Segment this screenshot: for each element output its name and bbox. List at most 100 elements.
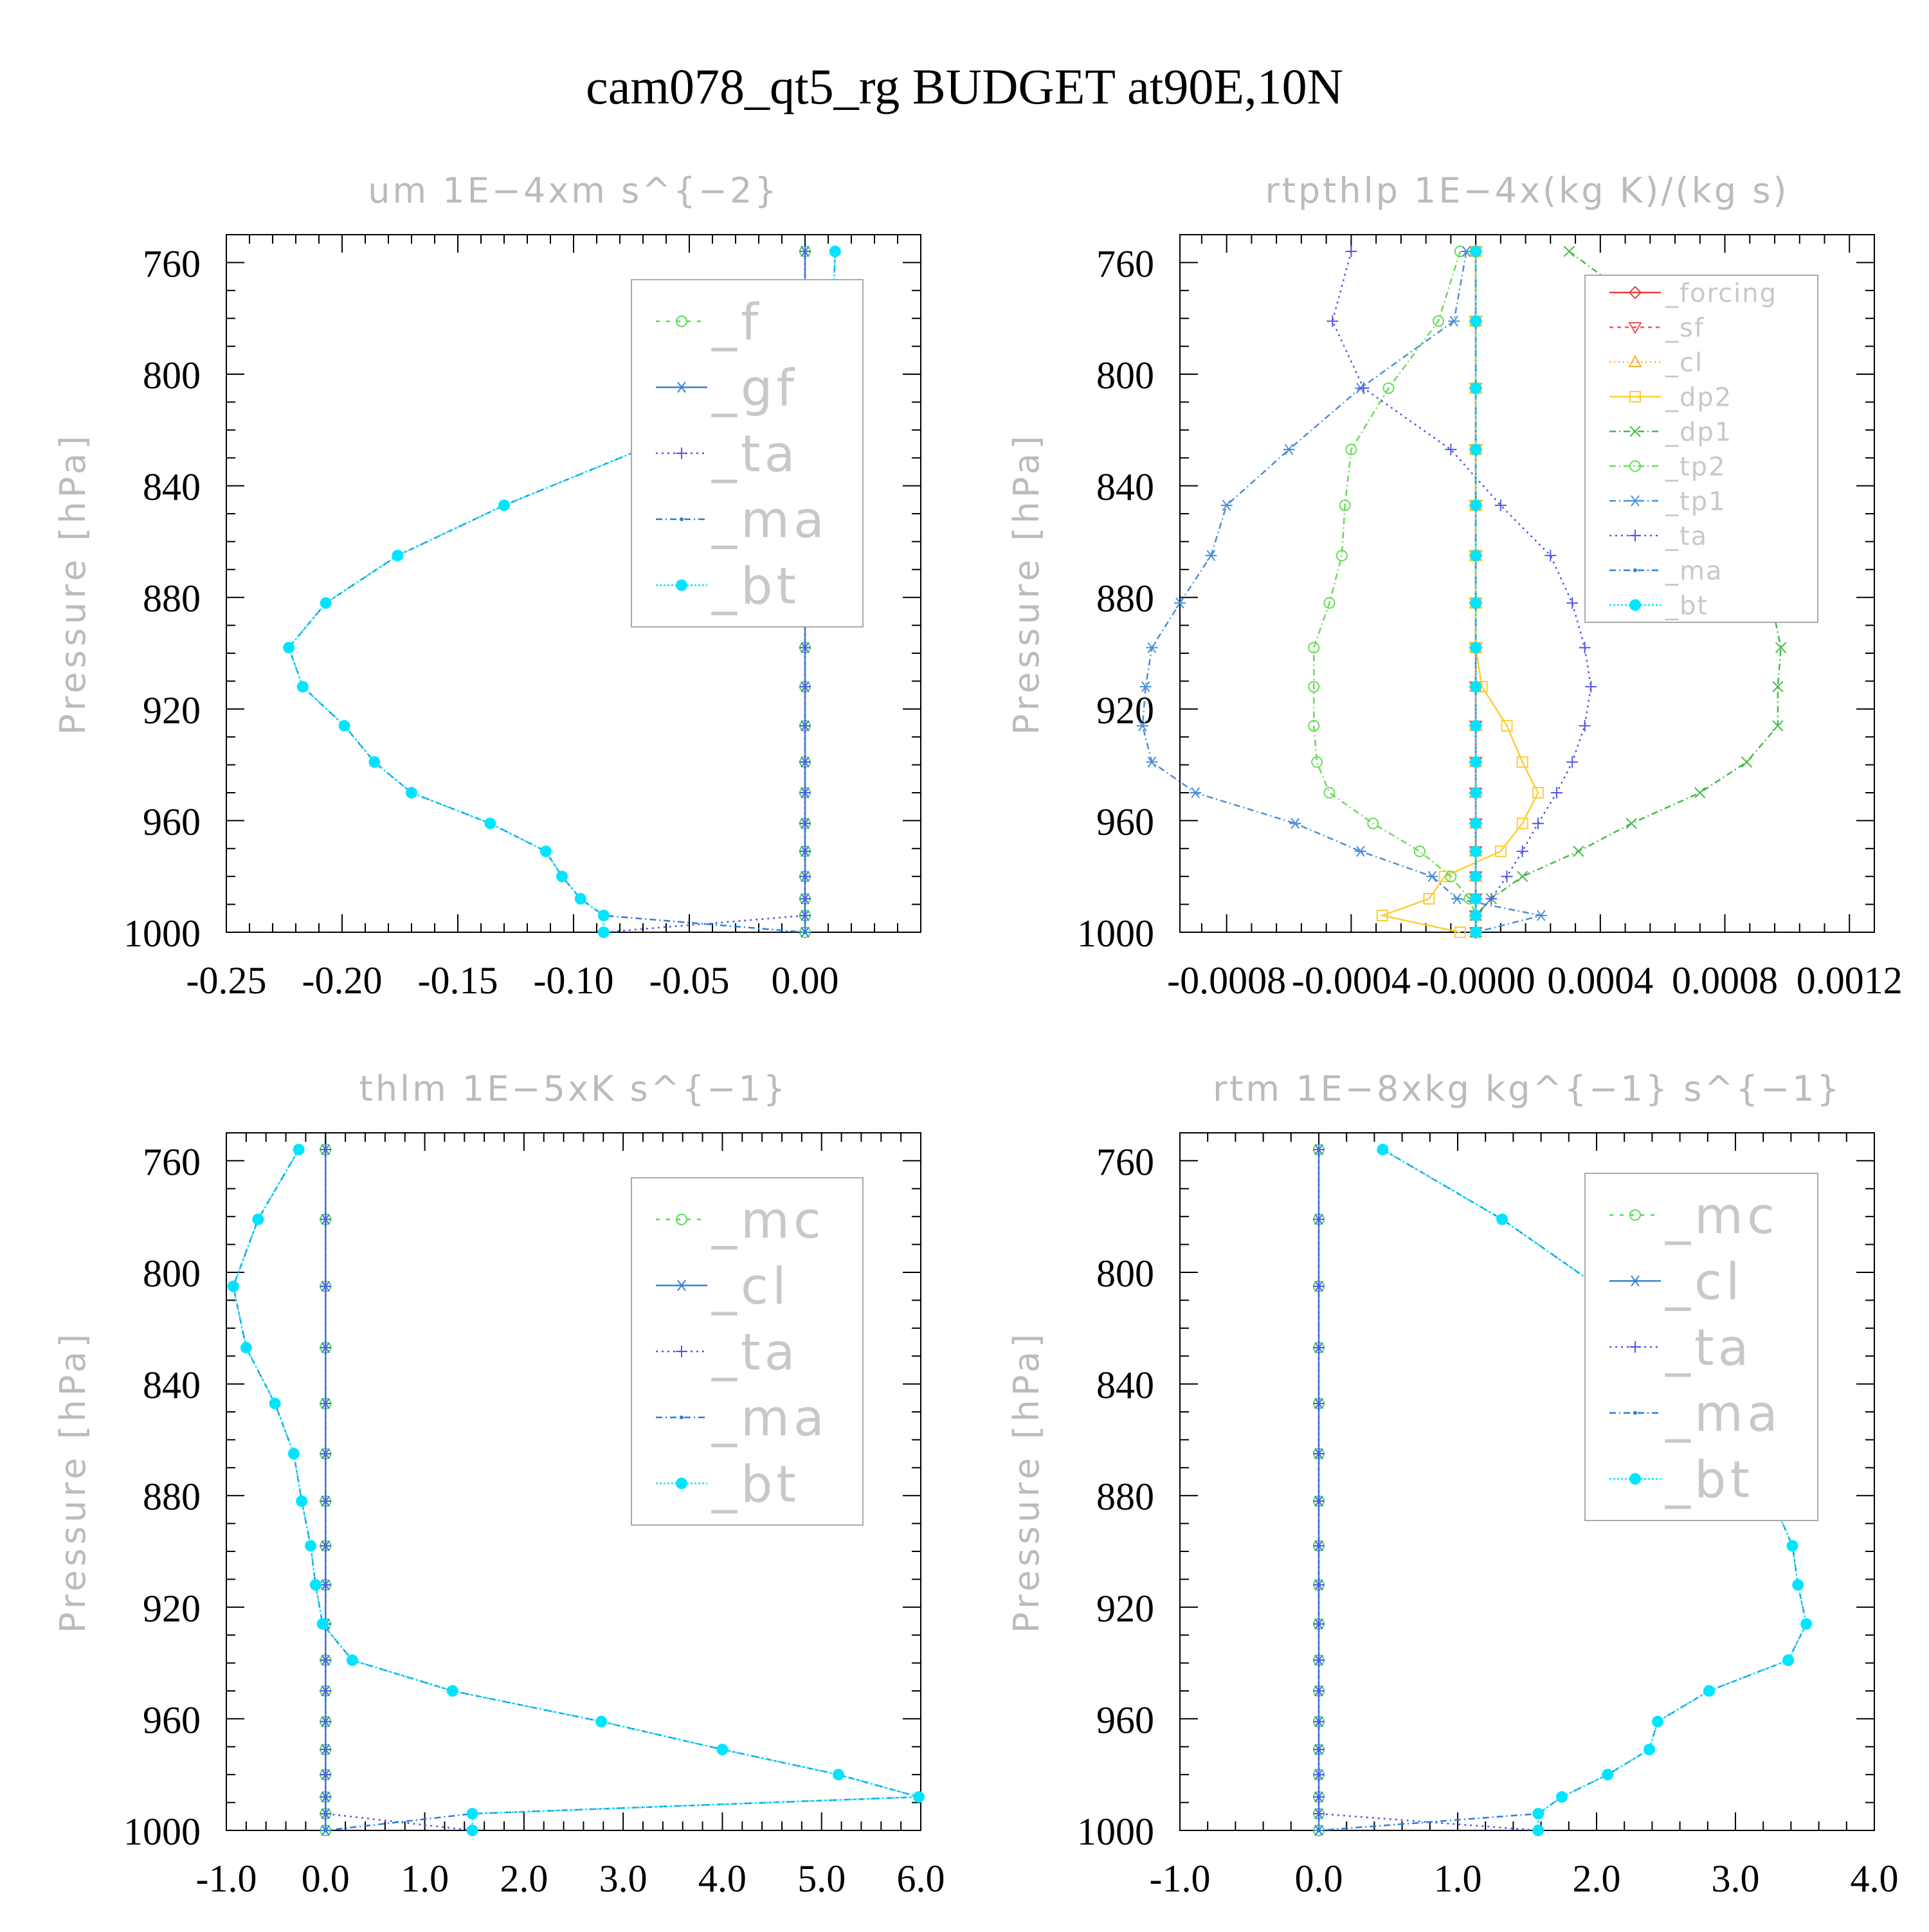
data-point	[1626, 818, 1637, 829]
series-line	[1141, 251, 1542, 934]
y-axis-label: Pressure [hPa]	[53, 432, 93, 735]
data-point	[1485, 892, 1498, 905]
legend-marker	[1629, 1275, 1641, 1286]
data-point	[1313, 1791, 1325, 1803]
data-point	[1517, 871, 1528, 882]
data-point	[1311, 756, 1323, 768]
data-point	[1496, 1213, 1508, 1225]
data-point	[1313, 1213, 1325, 1225]
data-point	[1174, 597, 1186, 609]
data-point	[595, 1715, 608, 1728]
data-point	[1308, 681, 1320, 693]
legend-label: _dp2	[1665, 383, 1732, 412]
legend-label: _bt	[1665, 1451, 1753, 1509]
data-point	[799, 719, 811, 732]
data-point	[296, 1495, 308, 1507]
data-point	[240, 1342, 252, 1354]
plot-frame	[1179, 1132, 1875, 1831]
x-tick-label: 4.0	[1851, 1857, 1899, 1900]
data-point	[1556, 1791, 1568, 1803]
data-point	[1470, 597, 1482, 609]
data-point	[1313, 1618, 1325, 1630]
data-point	[799, 756, 811, 768]
legend-marker	[1629, 391, 1641, 402]
legend-label: _bt	[711, 1456, 800, 1513]
y-tick-label: 920	[143, 1587, 201, 1630]
data-point	[320, 1448, 332, 1460]
data-point	[1470, 382, 1482, 394]
legend-label: _ma	[1665, 556, 1723, 586]
data-point	[556, 871, 568, 883]
legend-marker	[1629, 1341, 1641, 1353]
y-tick-label: 840	[143, 1364, 201, 1407]
data-point	[1313, 1744, 1325, 1756]
data-point	[406, 787, 417, 799]
data-point	[799, 787, 811, 799]
data-point	[320, 1654, 332, 1666]
plot-frame	[1179, 234, 1875, 933]
panel-title: rtpthlp 1E−4x(kg K)/(kg s)	[1265, 170, 1789, 211]
data-point	[368, 756, 381, 768]
data-point	[252, 1213, 264, 1225]
data-point	[320, 1579, 332, 1591]
data-point	[1146, 642, 1158, 653]
data-point	[1445, 871, 1457, 883]
data-point	[1313, 1769, 1325, 1781]
data-point	[1205, 550, 1217, 561]
data-point	[320, 1213, 332, 1225]
y-tick-label: 960	[143, 800, 201, 843]
series-bt	[227, 1144, 925, 1836]
data-point	[320, 1744, 332, 1756]
data-point	[320, 1144, 332, 1156]
legend-label: _tp2	[1665, 452, 1726, 482]
data-point	[1317, 1828, 1321, 1832]
x-tick-label: -0.0004	[1292, 959, 1411, 1002]
x-tick-label: 6.0	[897, 1857, 945, 1900]
legend: _mc _cl _ta _ma _bt	[1584, 1173, 1818, 1521]
data-point	[1563, 246, 1575, 257]
y-tick-label: 840	[1096, 1364, 1154, 1407]
data-point	[1470, 681, 1482, 693]
data-point	[1573, 845, 1584, 857]
x-tick-label: 0.0004	[1547, 959, 1653, 1002]
y-tick-label: 800	[1096, 354, 1154, 397]
data-point	[1339, 499, 1351, 511]
data-point	[1652, 1715, 1664, 1728]
y-tick-label: 880	[143, 577, 201, 620]
legend-label: _ma	[711, 492, 828, 550]
data-point	[320, 1495, 332, 1507]
x-tick-label: 1.0	[401, 1857, 449, 1900]
chart-panel-4: rtm 1E−8xkg kg^{−1} s^{−1} Pressure [hPa]…	[1006, 1069, 1899, 1900]
series-ta	[1313, 1144, 1544, 1836]
data-point	[320, 1807, 332, 1819]
x-tick-label: 0.0012	[1797, 959, 1903, 1002]
data-point	[1313, 1579, 1325, 1591]
data-point	[1448, 315, 1460, 327]
series-tp2	[1308, 246, 1482, 938]
data-point	[392, 550, 404, 562]
data-point	[1566, 756, 1579, 768]
legend-label: _mc	[711, 1192, 825, 1250]
data-point	[320, 1342, 332, 1354]
data-point	[912, 1791, 925, 1803]
data-point	[1644, 1744, 1656, 1756]
data-point	[1470, 871, 1482, 883]
data-point	[1323, 787, 1336, 799]
series-ta	[320, 1144, 478, 1836]
legend-marker	[1629, 1209, 1641, 1221]
data-point	[1313, 1342, 1325, 1354]
data-point	[1703, 1685, 1715, 1697]
legend-marker	[676, 579, 687, 591]
data-point	[1800, 1618, 1813, 1630]
y-tick-label: 1000	[123, 912, 201, 955]
data-point	[1313, 1807, 1325, 1819]
data-point	[1516, 756, 1528, 768]
data-point	[1345, 444, 1357, 456]
data-point	[1313, 1715, 1325, 1728]
data-point	[1283, 444, 1295, 455]
data-point	[1413, 845, 1426, 858]
x-tick-label: 2.0	[1573, 1857, 1621, 1900]
data-point	[597, 909, 610, 921]
data-point	[1470, 444, 1482, 456]
data-point	[1313, 1654, 1325, 1666]
